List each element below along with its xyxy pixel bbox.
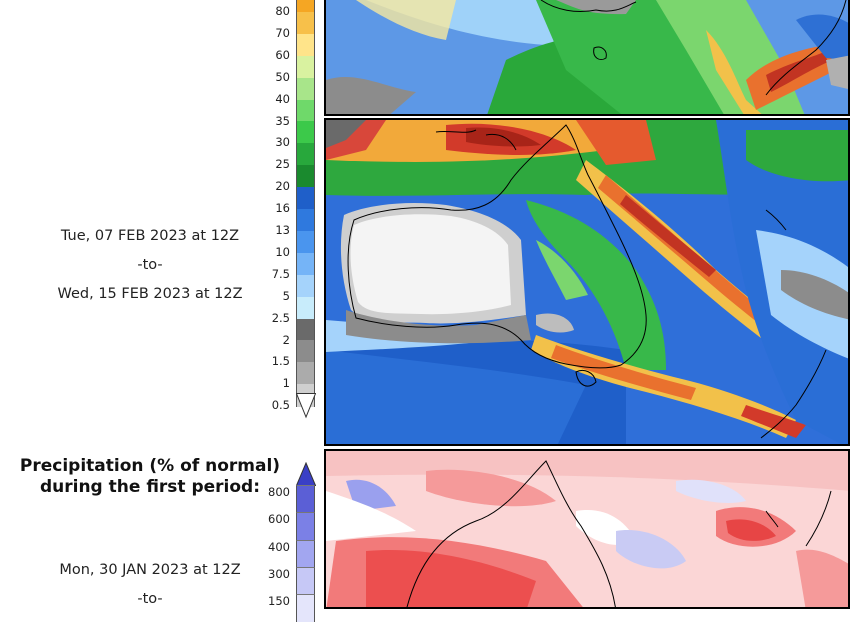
precip-colorbar-tick-label: 13 xyxy=(275,223,290,237)
percent-normal-title-line2: during the first period: xyxy=(39,477,261,497)
precip-colorbar-segment xyxy=(296,362,315,385)
precip-colorbar-tick-label: 10 xyxy=(275,244,290,259)
precip-colorbar-tick-label: 2 xyxy=(282,332,290,347)
percent-colorbar-segment xyxy=(296,566,315,595)
precip-colorbar-segment xyxy=(296,165,315,188)
percent-colorbar-segment xyxy=(296,512,315,541)
precip-colorbar-segment xyxy=(296,55,315,79)
precip-colorbar-tick-label: 70 xyxy=(275,25,290,40)
percent-normal-title-line1: Precipitation (% of normal) xyxy=(19,456,281,476)
precip-colorbar-segment xyxy=(296,143,315,166)
precip-colorbar-segment xyxy=(296,77,315,100)
percent-colorbar-tick-label: 800 xyxy=(268,485,290,499)
percent-colorbar-segment xyxy=(296,539,315,568)
precip-colorbar-tick-label: 1.5 xyxy=(271,354,290,369)
percent-colorbar-tick-label: 300 xyxy=(268,566,290,581)
percent-normal-map xyxy=(324,449,850,609)
precip-colorbar-tick-label: 1 xyxy=(282,376,290,391)
precip-colorbar-tick-label: 7.5 xyxy=(271,266,290,281)
precip-colorbar-segment xyxy=(296,121,315,144)
precip-colorbar-segment xyxy=(296,0,315,13)
precip-colorbar-tick-label: 5 xyxy=(282,288,290,303)
precip-map-main xyxy=(324,118,850,446)
precip-colorbar-tick-label: 20 xyxy=(275,179,290,194)
colorbar-arrow-down-icon xyxy=(296,393,316,419)
precip-colorbar-segment xyxy=(296,11,315,35)
precip-colorbar-tick-label: 35 xyxy=(275,113,290,128)
precip-colorbar-segment xyxy=(296,274,315,298)
precip-colorbar-tick-label: 0.5 xyxy=(271,398,290,413)
period-start-date: Tue, 07 FEB 2023 at 12Z xyxy=(60,228,240,244)
period1-separator: -to- xyxy=(137,591,163,607)
precip-colorbar-tick-label: 80 xyxy=(275,4,290,18)
period1-start-date: Mon, 30 JAN 2023 at 12Z xyxy=(59,562,241,578)
percent-colorbar-segment xyxy=(296,485,315,513)
percent-colorbar-tick-label: 600 xyxy=(268,512,290,527)
precip-colorbar-segment xyxy=(296,252,315,276)
colorbar-arrow-up-icon xyxy=(296,462,316,486)
precip-colorbar-tick-label: 40 xyxy=(275,91,290,106)
precip-colorbar-segment xyxy=(296,230,315,254)
precip-colorbar-segment xyxy=(296,33,315,57)
precip-colorbar-segment xyxy=(296,209,315,232)
period-end-date: Wed, 15 FEB 2023 at 12Z xyxy=(57,286,243,302)
percent-colorbar-tick-label: 400 xyxy=(268,539,290,554)
precip-colorbar-tick-label: 60 xyxy=(275,47,290,62)
precip-colorbar-tick-label: 50 xyxy=(275,69,290,84)
percent-normal-title: Precipitation (% of normal) during the f… xyxy=(0,456,300,498)
precip-colorbar-tick-label: 30 xyxy=(275,135,290,150)
period-separator: -to- xyxy=(137,257,163,273)
precip-colorbar-segment xyxy=(296,318,315,341)
precip-colorbar-segment xyxy=(296,187,315,210)
precip-colorbar-tick-label: 2.5 xyxy=(271,310,290,325)
precip-colorbar-tick-label: 16 xyxy=(275,201,290,216)
precip-colorbar-segment xyxy=(296,99,315,122)
precip-colorbar xyxy=(296,0,315,407)
precip-colorbar-segment xyxy=(296,296,315,319)
precip-colorbar-tick-label: 25 xyxy=(275,157,290,172)
precip-map-top-partial xyxy=(324,0,850,116)
precip-colorbar-segment xyxy=(296,340,315,363)
